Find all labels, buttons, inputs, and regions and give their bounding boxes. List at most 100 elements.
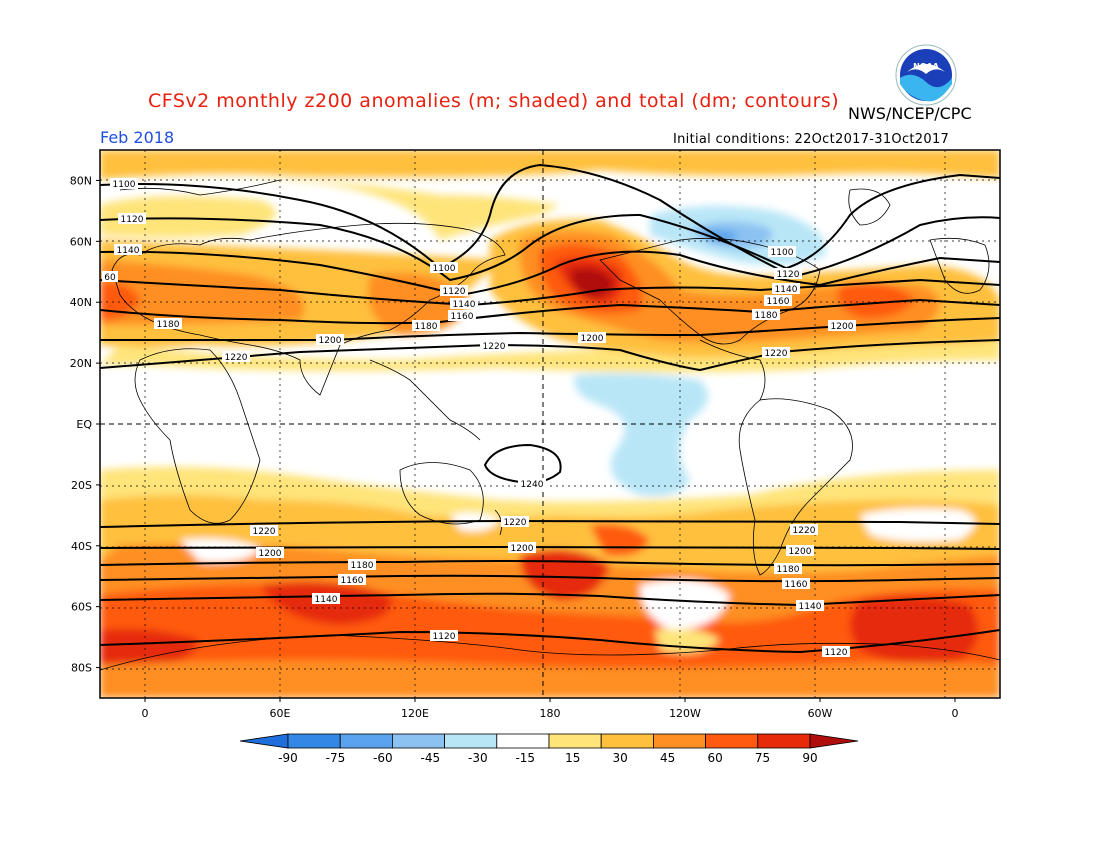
contour-label-bg — [508, 542, 536, 553]
longitude-labels: 0 60E 120E 180 120W 60W 0 — [142, 698, 959, 720]
contour-label: 1120 — [777, 270, 800, 280]
contour-label-bg — [450, 298, 478, 309]
contour-label-bg — [752, 309, 780, 320]
contour-label-bg — [796, 600, 824, 611]
contour-label: 1100 — [113, 180, 136, 190]
contour-label: 1220 — [483, 342, 506, 352]
contour-label: 1200 — [831, 322, 854, 332]
contour-label: 1200 — [319, 336, 342, 346]
contour-label: 1220 — [225, 353, 248, 363]
contour-label-bg — [114, 244, 142, 255]
lon-label: 180 — [540, 707, 561, 720]
lat-label: 80N — [70, 174, 92, 187]
colorbar: -90 -75 -60 -45 -30 -15 15 30 45 60 75 90 — [239, 733, 859, 765]
contour-label-bg — [256, 547, 284, 558]
colorbar-tick-label: 60 — [707, 751, 722, 765]
lat-label: 60S — [71, 601, 92, 614]
noaa-logo-icon: NOAA — [895, 44, 957, 106]
lat-label: 40N — [70, 296, 92, 309]
contour-label: 1160 — [767, 297, 790, 307]
initial-conditions: Initial conditions: 22Oct2017-31Oct2017 — [673, 132, 950, 147]
lon-label: 0 — [952, 707, 959, 720]
contour-label: 1140 — [799, 602, 822, 612]
contour-label-bg — [448, 310, 476, 321]
lat-label: 20N — [70, 357, 92, 370]
colorbar-tick-label: 45 — [660, 751, 675, 765]
colorbar-tick-label: 90 — [802, 751, 817, 765]
contour-label-bg — [786, 545, 814, 556]
contour-label-bg — [768, 246, 796, 257]
latitude-labels: 80N 60N 40N 20N EQ 20S 40S 60S 80S — [70, 174, 100, 675]
contour-label: 1220 — [253, 527, 276, 537]
colorbar-swatch — [287, 733, 341, 749]
colorbar-tick-label: -30 — [468, 751, 488, 765]
contour-label-bg — [764, 295, 792, 306]
contour-label: 1160 — [451, 312, 474, 322]
colorbar-swatch — [653, 733, 707, 749]
reference-lines — [100, 150, 1000, 698]
colorbar-tick-label: -60 — [373, 751, 393, 765]
contour-label: 1100 — [771, 248, 794, 258]
contour-label-bg — [430, 262, 458, 273]
colorbar-swatch — [600, 733, 654, 749]
contour-label-bg — [501, 516, 529, 527]
colorbar-tick-label: -15 — [515, 751, 535, 765]
contour-label: 1180 — [157, 320, 180, 330]
contour-label: 1160 — [341, 576, 364, 586]
contour-label-bg — [828, 320, 856, 331]
colorbar-tick-label: -45 — [421, 751, 441, 765]
contour-label-bg — [762, 347, 790, 358]
colorbar-arrow-low — [239, 733, 289, 749]
lon-label: 60E — [270, 707, 291, 720]
colorbar-tick-label: -90 — [278, 751, 298, 765]
lon-label: 120E — [401, 707, 429, 720]
contour-label: 1140 — [117, 246, 140, 256]
lon-label: 120W — [669, 707, 701, 720]
lat-label: EQ — [76, 418, 92, 431]
contour-label: 60 — [104, 273, 116, 283]
contour-label-bg — [578, 332, 606, 343]
lat-label: 80S — [71, 662, 92, 675]
colorbar-swatch — [339, 733, 393, 749]
contour-label: 1120 — [443, 287, 466, 297]
contour-label: 1220 — [765, 349, 788, 359]
contour-label-bg — [774, 563, 802, 574]
contour-label: 1240 — [521, 480, 544, 490]
contour-label: 1120 — [825, 648, 848, 658]
contour-label-bg — [110, 178, 138, 189]
contour-label-bg — [790, 524, 818, 535]
contour-labels: 1100 1120 1140 60 1180 1220 1100 1120 1140 1160 11… — [102, 178, 856, 658]
contour-label: 1140 — [453, 300, 476, 310]
contour-label-bg — [250, 525, 278, 536]
contour-label-bg — [774, 268, 802, 279]
contour-label-bg — [822, 646, 850, 657]
colorbar-tick-label: 15 — [565, 751, 580, 765]
contour-label: 1120 — [433, 632, 456, 642]
contour-label-bg — [118, 213, 146, 224]
contour-label: 1180 — [415, 322, 438, 332]
lat-label: 60N — [70, 235, 92, 248]
contour-label: 1220 — [504, 518, 527, 528]
contour-label-bg — [440, 285, 468, 296]
contour-label-bg — [316, 334, 344, 345]
contour-label: 1200 — [581, 334, 604, 344]
colorbar-swatch — [391, 733, 445, 749]
colorbar-swatch — [757, 733, 811, 749]
lat-label: 40S — [71, 540, 92, 553]
contour-label: 1120 — [121, 215, 144, 225]
contour-label-bg — [338, 574, 366, 585]
contour-label: 1220 — [793, 526, 816, 536]
contour-label-bg — [312, 593, 340, 604]
contour-label-bg — [222, 351, 250, 362]
chart-title: CFSv2 monthly z200 anomalies (m; shaded)… — [148, 90, 840, 112]
agency-label: NWS/NCEP/CPC — [848, 104, 972, 123]
colorbar-swatch — [496, 733, 550, 749]
contour-label-bg — [430, 630, 458, 641]
noaa-logo-text: NOAA — [913, 62, 939, 71]
contour-label-bg — [412, 320, 440, 331]
colorbar-tick-label: 30 — [613, 751, 628, 765]
colorbar-arrow-high — [809, 733, 859, 749]
lon-label: 0 — [142, 707, 149, 720]
contour-label-bg — [102, 271, 118, 282]
